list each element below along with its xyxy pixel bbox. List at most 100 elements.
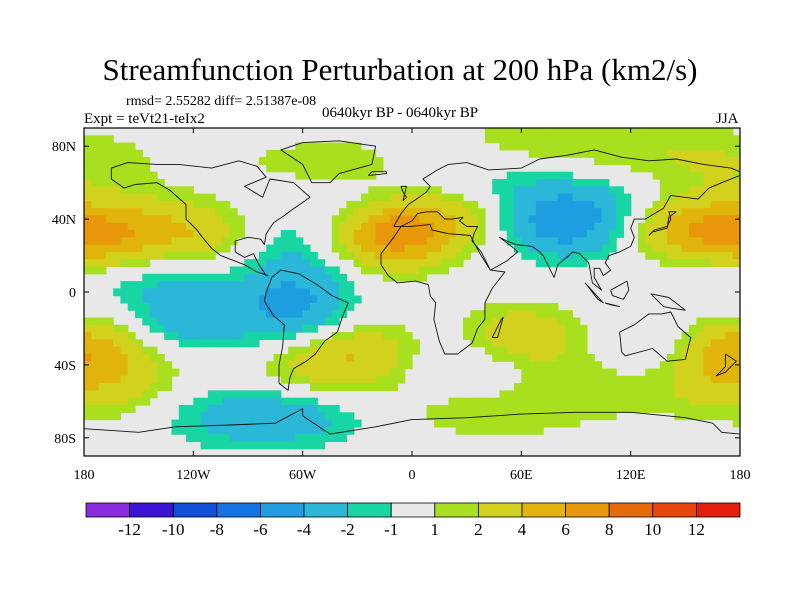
field-cell	[186, 215, 194, 224]
field-cell	[91, 149, 100, 158]
field-cell	[127, 193, 136, 202]
field-cell	[535, 251, 544, 260]
field-cell	[419, 259, 428, 268]
field-cell	[266, 397, 275, 406]
field-cell	[331, 295, 340, 304]
field-cell	[492, 412, 501, 421]
field-cell	[725, 179, 734, 187]
field-cell	[339, 339, 347, 348]
field-cell	[696, 142, 705, 151]
field-cell	[390, 273, 399, 282]
field-cell	[674, 149, 683, 158]
field-cell	[586, 353, 595, 362]
field-cell	[186, 244, 194, 253]
field-cell	[302, 251, 311, 260]
field-cell	[397, 375, 406, 384]
field-cell	[331, 171, 340, 180]
field-cell	[237, 310, 245, 319]
field-cell	[280, 244, 289, 253]
field-cell	[659, 215, 668, 224]
field-cell	[535, 135, 544, 144]
field-cell	[550, 390, 559, 399]
field-cell	[565, 375, 573, 384]
field-cell	[463, 200, 471, 209]
field-cell	[390, 230, 399, 238]
field-cell	[696, 361, 705, 370]
field-cell	[725, 346, 734, 355]
field-cell	[448, 208, 457, 217]
field-cell	[142, 317, 151, 326]
field-cell	[703, 383, 712, 391]
field-cell	[164, 361, 173, 370]
field-cell	[681, 149, 690, 158]
field-cell	[186, 324, 194, 333]
field-cell	[266, 273, 275, 282]
field-cell	[331, 353, 340, 362]
field-cell	[703, 259, 712, 268]
field-cell	[506, 390, 515, 399]
field-cell	[142, 310, 151, 319]
field-cell	[207, 208, 216, 217]
field-cell	[455, 419, 464, 428]
field-cell	[557, 142, 566, 151]
field-cell	[237, 215, 245, 224]
field-cell	[258, 259, 267, 268]
field-cell	[710, 171, 719, 180]
field-cell	[91, 375, 100, 384]
field-cell	[142, 259, 151, 268]
field-cell	[688, 164, 697, 173]
field-cell	[288, 295, 296, 304]
field-cell	[594, 215, 603, 224]
field-cell	[667, 361, 675, 370]
field-cell	[368, 149, 377, 158]
field-cell	[302, 375, 311, 384]
field-cell	[674, 215, 683, 224]
field-cell	[390, 200, 399, 209]
field-cell	[550, 193, 559, 202]
field-cell	[535, 186, 544, 195]
field-cell	[368, 375, 377, 384]
field-cell	[688, 353, 697, 362]
field-cell	[222, 237, 231, 246]
field-cell	[535, 128, 544, 136]
field-cell	[681, 171, 690, 180]
field-cell	[215, 244, 224, 253]
field-cell	[317, 434, 326, 443]
field-cell	[375, 361, 384, 370]
field-cell	[543, 135, 552, 144]
field-cell	[368, 237, 377, 246]
field-cell	[193, 317, 202, 326]
field-cell	[718, 390, 727, 399]
field-cell	[171, 302, 180, 311]
field-cell	[266, 302, 275, 311]
field-cell	[667, 171, 675, 180]
field-cell	[616, 397, 624, 406]
field-cell	[630, 390, 639, 399]
field-cell	[557, 179, 566, 187]
field-cell	[105, 259, 114, 268]
field-cell	[710, 208, 719, 217]
field-cell	[477, 230, 486, 238]
field-cell	[455, 230, 464, 238]
field-cell	[543, 171, 552, 180]
field-cell	[484, 302, 493, 311]
field-cell	[84, 186, 92, 195]
field-cell	[207, 339, 216, 348]
field-cell	[84, 193, 92, 202]
field-cell	[557, 375, 566, 384]
field-cell	[645, 215, 654, 224]
field-cell	[550, 419, 559, 428]
field-cell	[375, 324, 384, 333]
field-cell	[652, 390, 661, 399]
field-cell	[222, 208, 231, 217]
coastline	[619, 311, 692, 362]
field-cell	[127, 222, 136, 231]
field-cell	[710, 128, 719, 136]
field-cell	[309, 149, 318, 158]
field-cell	[353, 251, 362, 260]
field-cell	[579, 346, 588, 355]
field-cell	[623, 390, 632, 399]
field-cell	[149, 361, 158, 370]
field-cell	[113, 288, 122, 297]
field-cell	[375, 339, 384, 348]
